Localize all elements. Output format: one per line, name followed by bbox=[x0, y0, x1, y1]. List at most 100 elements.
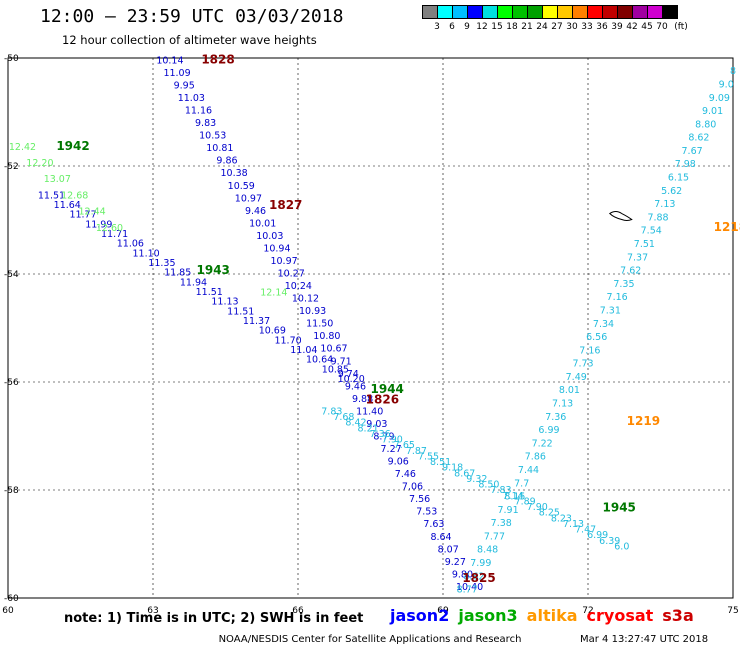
lon-tick-label: 60 bbox=[2, 606, 14, 616]
swh-value-label: 7.13 bbox=[654, 199, 675, 210]
lon-tick-label: 69 bbox=[437, 606, 449, 616]
swh-value-label: 11.64 bbox=[54, 200, 81, 211]
swh-value-label: 10.67 bbox=[320, 344, 347, 355]
pass-time-label: 1827 bbox=[269, 198, 302, 212]
swh-value-label: 9.46 bbox=[345, 381, 366, 392]
swh-value-label: 11.09 bbox=[163, 68, 190, 79]
swh-value-label: 5.62 bbox=[661, 186, 682, 197]
lat-tick-label: -50 bbox=[4, 54, 19, 64]
swh-value-label: 7.7 bbox=[514, 478, 529, 489]
legend-label: 30 bbox=[566, 22, 578, 32]
swh-value-label: 10.80 bbox=[313, 331, 340, 342]
swh-value-label: 7.73 bbox=[572, 359, 593, 370]
swh-value-label: 9.27 bbox=[445, 557, 466, 568]
swh-value-label: 10.38 bbox=[221, 168, 248, 179]
swh-value-label: 9.18 bbox=[442, 463, 463, 474]
swh-value-label: 6.56 bbox=[586, 332, 607, 343]
swh-value-label: 11.85 bbox=[164, 268, 191, 279]
swh-value-label: 9.74 bbox=[338, 369, 359, 380]
swh-value-label: 11.70 bbox=[274, 335, 301, 346]
swh-value-label: 9.32 bbox=[466, 474, 487, 485]
swh-value-label: 11.16 bbox=[185, 106, 212, 117]
pass-time-label: 1943 bbox=[197, 263, 230, 277]
legend-label: 15 bbox=[491, 22, 503, 32]
swh-value-label: 9.01 bbox=[702, 106, 723, 117]
satellite-legend-jason2: jason2 bbox=[390, 606, 450, 625]
swh-value-label: 9.80 bbox=[452, 569, 473, 580]
lat-tick-label: -54 bbox=[4, 270, 19, 280]
page-title: 12:00 – 23:59 UTC 03/03/2018 bbox=[40, 6, 344, 27]
swh-value-label: 10.97 bbox=[270, 256, 297, 267]
swh-value-label: 7.06 bbox=[402, 482, 423, 493]
swh-value-label: 11.94 bbox=[180, 277, 207, 288]
swh-value-label: 7.91 bbox=[497, 505, 518, 516]
swh-value-label: 11.35 bbox=[148, 258, 175, 269]
swh-value-label: 8.42 bbox=[345, 418, 366, 429]
swh-value-label: 9.06 bbox=[388, 457, 409, 468]
legend-label: 9 bbox=[464, 22, 470, 32]
swh-value-label: 8.01 bbox=[559, 385, 580, 396]
swh-value-label: 8.21 bbox=[358, 423, 379, 434]
swh-value-label: 10.97 bbox=[235, 193, 262, 204]
swh-value-label: 12.42 bbox=[9, 142, 36, 153]
swh-value-label: 12.60 bbox=[96, 223, 123, 234]
swh-value-label: 11.03 bbox=[178, 93, 205, 104]
swh-value-label: 7.14 bbox=[503, 491, 524, 502]
swh-value-label: 7.13 bbox=[563, 519, 584, 530]
swh-value-label: 7.22 bbox=[532, 438, 553, 449]
swh-value-label: 13.07 bbox=[44, 174, 71, 185]
swh-value-label: 8.48 bbox=[477, 545, 498, 556]
swh-value-label: 11.50 bbox=[306, 319, 333, 330]
swh-value-label: 8.77 bbox=[457, 585, 478, 596]
swh-value-label: 8.62 bbox=[688, 133, 709, 144]
footnote: note: 1) Time is in UTC; 2) SWH is in fe… bbox=[64, 611, 364, 626]
swh-value-label: 12.14 bbox=[260, 288, 287, 299]
swh-value-label: 9.46 bbox=[245, 206, 266, 217]
swh-value-label: 7.56 bbox=[409, 494, 430, 505]
lon-tick-label: 63 bbox=[147, 606, 158, 616]
swh-value-label: 10.81 bbox=[206, 143, 233, 154]
color-legend bbox=[422, 5, 678, 24]
swh-value-label: 11.51 bbox=[196, 287, 223, 298]
swh-value-label: 10.64 bbox=[306, 355, 333, 366]
swh-value-label: 7.54 bbox=[641, 226, 662, 237]
swh-value-label: 11.10 bbox=[133, 248, 160, 259]
legend-label: 3 bbox=[434, 22, 440, 32]
swh-value-label: 7.88 bbox=[647, 212, 668, 223]
swh-value-label: 8.50 bbox=[478, 480, 499, 491]
legend-label: 18 bbox=[506, 22, 518, 32]
swh-value-label: 7.49 bbox=[566, 372, 587, 383]
swh-value-label: 6.99 bbox=[587, 530, 608, 541]
swh-value-label: 7.37 bbox=[627, 252, 648, 263]
swh-value-label: 8.67 bbox=[454, 468, 475, 479]
swh-value-label: 7.16 bbox=[579, 345, 600, 356]
generated-time: Mar 4 13:27:47 UTC 2018 bbox=[580, 634, 709, 645]
swh-value-label: 7.98 bbox=[675, 159, 696, 170]
swh-value-label: 11.51 bbox=[38, 190, 65, 201]
swh-value-label: 7.16 bbox=[607, 292, 628, 303]
swh-value-label: 8.07 bbox=[438, 544, 459, 555]
swh-value-label: 11.40 bbox=[356, 406, 383, 417]
swh-value-label: 8.64 bbox=[430, 532, 451, 543]
pass-time-label: 1826 bbox=[366, 393, 399, 407]
legend-label: 33 bbox=[581, 22, 593, 32]
swh-value-label: 7.90 bbox=[382, 435, 403, 446]
swh-value-label: 12.68 bbox=[61, 190, 88, 201]
swh-value-label: 7.34 bbox=[593, 319, 614, 330]
credit-line: NOAA/NESDIS Center for Satellite Applica… bbox=[0, 634, 740, 645]
swh-value-label: 9.09 bbox=[709, 93, 730, 104]
legend-unit: (ft) bbox=[674, 22, 688, 32]
swh-value-label: 7.47 bbox=[575, 525, 596, 536]
swh-value-label: 7.63 bbox=[423, 519, 444, 530]
pass-time-label: 1219 bbox=[627, 414, 660, 428]
legend-label: 45 bbox=[641, 22, 653, 32]
swh-value-label: 12.44 bbox=[78, 207, 105, 218]
swh-value-label: 7.46 bbox=[395, 469, 416, 480]
swh-value-label: 11.71 bbox=[101, 229, 128, 240]
swh-value-label: 10.24 bbox=[285, 281, 312, 292]
swh-value-label: 7.68 bbox=[333, 412, 354, 423]
lon-tick-label: 66 bbox=[292, 606, 304, 616]
swh-value-label: 7.36 bbox=[370, 429, 391, 440]
legend-label: 6 bbox=[449, 22, 455, 32]
swh-value-label: 10.94 bbox=[263, 243, 290, 254]
